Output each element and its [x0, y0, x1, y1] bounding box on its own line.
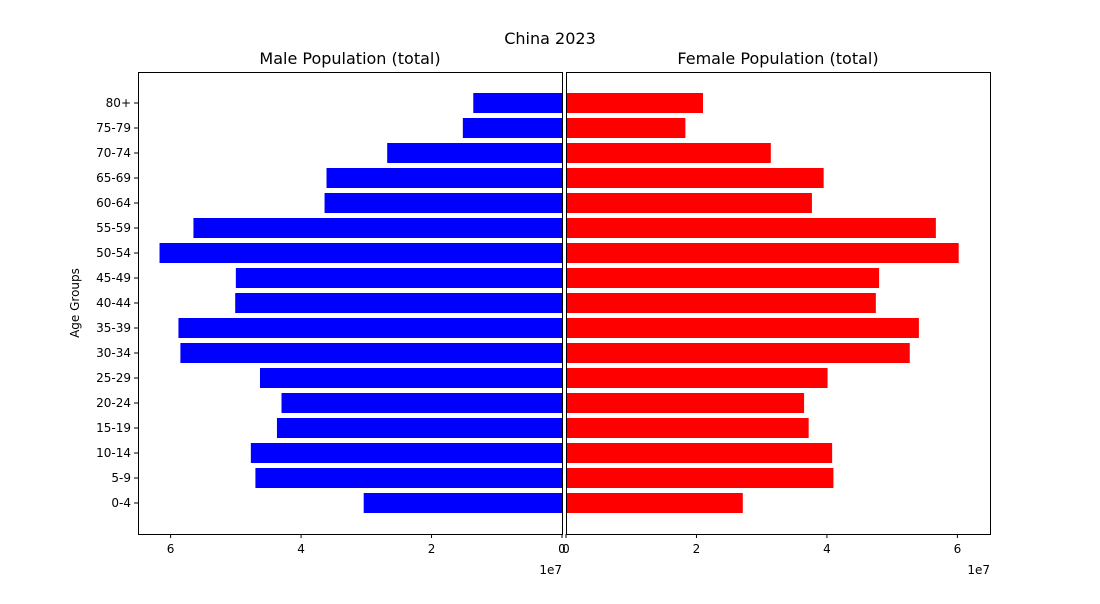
female-bar-0-4 [566, 493, 743, 513]
y-tick-label-55-59: 55-59 [96, 221, 131, 235]
y-tick-label-20-24: 20-24 [96, 396, 131, 410]
male-bar-45-49 [235, 268, 562, 288]
y-tick-label-35-39: 35-39 [96, 321, 131, 335]
male-bar-50-54 [159, 243, 562, 263]
female-bar-60-64 [566, 193, 812, 213]
male-x-tick-label: 4 [297, 542, 305, 556]
y-tick-label-40-44: 40-44 [96, 296, 131, 310]
male-bar-70-74 [387, 143, 562, 163]
male-panel-frame [138, 72, 563, 535]
male-x-tick-label: 6 [167, 542, 175, 556]
male-bar-75-79 [462, 118, 562, 138]
female-bar-70-74 [566, 143, 771, 163]
female-x-offset-label: 1e7 [967, 563, 990, 577]
female-panel-frame [566, 72, 991, 535]
female-panel: 0 2 4 6 1e7 [562, 93, 990, 577]
male-x-offset-label: 1e7 [539, 563, 562, 577]
female-bar-35-39 [566, 318, 919, 338]
chart-title: China 2023 [504, 29, 596, 48]
female-x-tick-label: 6 [954, 542, 962, 556]
female-bar-75-79 [566, 118, 686, 138]
female-bar-30-34 [566, 343, 910, 363]
female-panel-title: Female Population (total) [677, 49, 878, 68]
female-bar-55-59 [566, 218, 936, 238]
male-bar-0-4 [363, 493, 562, 513]
female-bar-45-49 [566, 268, 880, 288]
female-x-tick-label: 4 [823, 542, 831, 556]
female-bar-40-44 [566, 293, 876, 313]
male-bar-35-39 [178, 318, 563, 338]
male-bar-10-14 [250, 443, 562, 463]
male-bar-20-24 [281, 393, 562, 413]
y-tick-label-25-29: 25-29 [96, 371, 131, 385]
female-bar-65-69 [566, 168, 824, 188]
y-tick-label-10-14: 10-14 [96, 446, 131, 460]
y-tick-label-15-19: 15-19 [96, 421, 131, 435]
female-x-tick-label: 0 [562, 542, 570, 556]
female-bar-5-9 [566, 468, 834, 488]
y-axis-label: Age Groups [68, 268, 82, 338]
female-bar-20-24 [566, 393, 805, 413]
male-bar-5-9 [255, 468, 562, 488]
y-tick-label-0-4: 0-4 [111, 496, 131, 510]
male-bar-55-59 [193, 218, 562, 238]
y-tick-label-50-54: 50-54 [96, 246, 131, 260]
male-bar-65-69 [326, 168, 562, 188]
male-bar-15-19 [276, 418, 562, 438]
male-bar-40-44 [235, 293, 562, 313]
y-tick-label-70-74: 70-74 [96, 146, 131, 160]
male-x-tick-label: 2 [428, 542, 436, 556]
male-bar-60-64 [324, 193, 562, 213]
male-panel-title: Male Population (total) [259, 49, 440, 68]
y-tick-label-30-34: 30-34 [96, 346, 131, 360]
female-bar-25-29 [566, 368, 828, 388]
y-tick-label-45-49: 45-49 [96, 271, 131, 285]
male-bar-80+ [473, 93, 562, 113]
male-bar-25-29 [259, 368, 562, 388]
y-tick-label-80+: 80+ [106, 96, 131, 110]
female-x-tick-label: 2 [693, 542, 701, 556]
male-x-tick-label: 0 [558, 542, 566, 556]
female-bar-80+ [566, 93, 703, 113]
female-bar-15-19 [566, 418, 809, 438]
female-bar-50-54 [566, 243, 959, 263]
male-bar-30-34 [180, 343, 562, 363]
female-bar-10-14 [566, 443, 833, 463]
y-tick-label-60-64: 60-64 [96, 196, 131, 210]
y-tick-label-5-9: 5-9 [111, 471, 131, 485]
y-tick-label-65-69: 65-69 [96, 171, 131, 185]
male-panel: 0 2 4 6 1e7 0-4 5-9 10-14 15-19 20-24 25-29 30-34 35… [96, 93, 566, 577]
y-tick-label-75-79: 75-79 [96, 121, 131, 135]
